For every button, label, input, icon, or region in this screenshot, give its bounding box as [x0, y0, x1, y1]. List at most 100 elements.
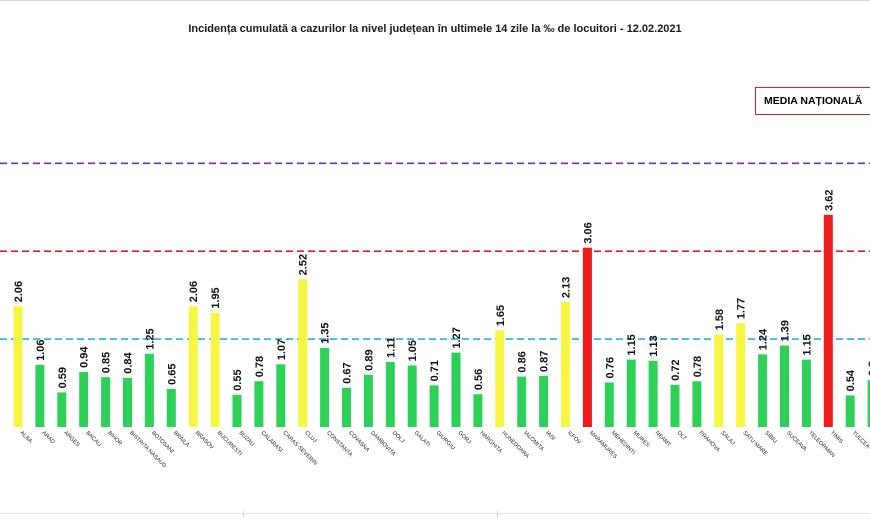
tick-label: BACAU [84, 430, 102, 448]
bar-series [14, 215, 870, 427]
national-average-box: MEDIA NAȚIONALĂ [755, 87, 870, 115]
tick-label: PRAHOVA [697, 430, 720, 453]
bar [189, 306, 198, 427]
bar [452, 353, 461, 427]
tick-label: BRASOV [194, 430, 215, 451]
value-label: 2.06 [188, 281, 200, 302]
tick-label: ALBA [19, 430, 34, 445]
value-label: 1.15 [801, 334, 813, 355]
value-label: 0.94 [79, 346, 91, 368]
tick-label: ILFOV [566, 430, 582, 446]
value-label: 0.87 [539, 351, 551, 372]
tick-label: BRAILA [172, 430, 191, 449]
bottom-rule [0, 513, 870, 514]
bar [233, 395, 242, 427]
bar [408, 365, 417, 427]
bar [211, 313, 220, 427]
tick-label: CLUJ [303, 430, 317, 444]
bar [649, 361, 658, 427]
tick-label: MURES [632, 430, 651, 449]
value-label: 2.52 [298, 254, 310, 275]
value-label: 0.78 [254, 356, 266, 377]
bar [495, 330, 504, 427]
value-label: 0.89 [363, 349, 375, 370]
bar [14, 306, 23, 427]
tick-label: TIMIS [829, 430, 844, 445]
value-label: 0.72 [670, 359, 682, 380]
value-label: 0.71 [429, 360, 441, 381]
bar [430, 385, 439, 427]
bar [364, 375, 373, 427]
bar [517, 377, 526, 427]
value-label: 2.13 [561, 277, 573, 298]
value-label: 0.84 [123, 351, 135, 373]
tick-label: ARGES [62, 430, 80, 448]
tick-label: BIHOR [106, 430, 123, 447]
value-label: 1.27 [451, 327, 463, 348]
value-label: 0.85 [101, 352, 113, 373]
bar [802, 360, 811, 427]
tick-label: DOLJ [391, 430, 405, 444]
value-label: 0.65 [166, 363, 178, 384]
tick-label: CALARASI [259, 430, 283, 454]
value-label: 1.25 [144, 328, 156, 349]
value-label: 0.86 [517, 351, 529, 372]
value-label: 0.76 [604, 357, 616, 378]
bar [473, 394, 482, 427]
bar [780, 346, 789, 427]
bar [736, 323, 745, 427]
value-label: 1.13 [648, 335, 660, 356]
value-label: 0.54 [845, 369, 857, 391]
bar [539, 376, 548, 427]
value-label: 0.55 [232, 369, 244, 390]
bar [298, 279, 307, 427]
value-label: 1.58 [714, 309, 726, 330]
bar [79, 372, 88, 427]
value-label: 3.06 [582, 222, 594, 243]
value-label: 3.62 [823, 189, 835, 210]
value-label: 1.24 [758, 328, 770, 350]
value-label: 1.11 [385, 337, 397, 358]
value-label: 1.77 [736, 298, 748, 319]
value-label: 1.35 [320, 322, 332, 343]
bar [758, 354, 767, 427]
tick-label: HARGHITA [478, 430, 503, 455]
bar [276, 364, 285, 427]
bar [342, 388, 351, 427]
tick-label: GALATI [413, 430, 431, 448]
bar [583, 248, 592, 427]
tick-label: ARAD [40, 430, 55, 445]
value-label: 1.65 [495, 305, 507, 326]
value-label: 1.39 [780, 320, 792, 341]
bar [167, 389, 176, 427]
tick-label: GORJ [457, 430, 472, 445]
tick-label: SIBIU [763, 430, 778, 445]
value-label: 0.56 [473, 369, 485, 390]
bar [254, 381, 263, 427]
value-label: 1.06 [35, 339, 47, 360]
bar [692, 381, 701, 427]
value-label: 0.59 [57, 367, 69, 388]
tick-label: TULCEA [851, 430, 870, 450]
bar [386, 362, 395, 427]
bar [123, 378, 132, 427]
tick-label: IASI [544, 430, 556, 442]
bar [320, 348, 329, 427]
bar [846, 395, 855, 427]
tick-label: SALAJ [719, 430, 735, 446]
bar [605, 382, 614, 427]
bar [57, 392, 66, 427]
footer-tick [243, 511, 244, 517]
bar [627, 360, 636, 427]
tick-label: OLT [676, 430, 688, 442]
tick-label: GIURGIU [435, 430, 456, 451]
bar [714, 334, 723, 427]
tick-label: SUCEAVA [785, 430, 808, 453]
bar [561, 302, 570, 427]
bar [671, 385, 680, 427]
bar [145, 354, 154, 427]
tick-label: NEAMT [654, 430, 672, 448]
